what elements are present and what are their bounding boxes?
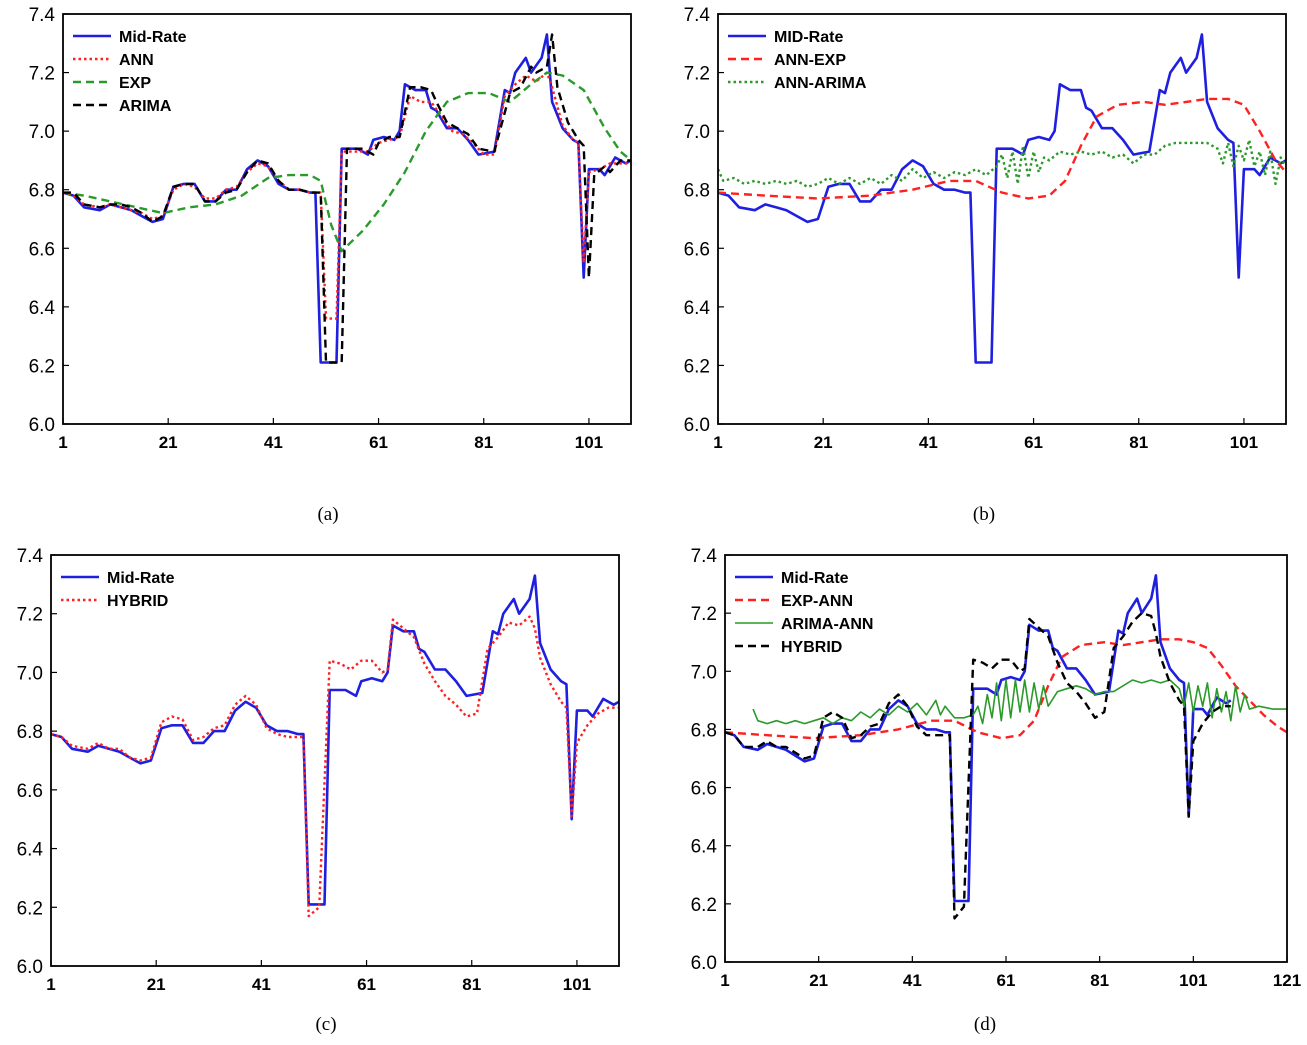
y-tick-label: 6.6 [691,779,717,800]
y-tick-label: 6.4 [684,298,711,319]
x-tick-label: 1 [58,433,67,452]
panel-caption: (d) [974,1014,996,1035]
series-line-exp [63,71,631,253]
series-line-ann-exp [718,97,1286,200]
x-tick-label: 21 [814,433,833,452]
x-tick-label: 21 [809,971,828,990]
y-tick-label: 6.6 [17,781,43,802]
y-tick-label: 6.2 [17,898,43,919]
y-tick-label: 7.0 [17,663,43,684]
x-tick-label: 41 [264,433,283,452]
y-tick-label: 6.4 [691,837,718,858]
x-tick-label: 1 [713,433,722,452]
legend-label: HYBRID [107,593,168,610]
plot-frame [50,554,620,967]
series-line-arima [63,33,631,364]
legend-label: ARIMA-ANN [781,616,873,633]
y-tick-label: 7.4 [691,546,718,567]
x-tick-label: 101 [575,433,603,452]
y-tick-label: 6.0 [684,415,710,436]
y-tick-label: 7.0 [691,662,717,683]
series-line-ann-arima [718,138,1286,188]
legend-label: ANN [119,52,154,69]
x-tick-label: 61 [369,433,388,452]
y-tick-label: 6.4 [17,840,44,861]
x-tick-label: 1 [46,975,55,994]
y-tick-label: 7.2 [29,64,55,85]
y-tick-label: 7.4 [29,5,56,26]
x-tick-label: 101 [563,975,591,994]
y-tick-label: 7.2 [17,605,43,626]
legend-label: MID-Rate [774,29,843,46]
legend-label: ARIMA [119,98,172,115]
x-tick-label: 41 [919,433,938,452]
y-tick-label: 7.0 [684,122,710,143]
x-tick-label: 101 [1179,971,1207,990]
x-tick-label: 21 [159,433,178,452]
chart-panel-1: 6.0 6.2 6.4 6.6 6.8 7.0 7.2 7.4 1 21 41 61 81 101 MID-… [684,5,1287,525]
x-tick-label: 81 [462,975,481,994]
x-tick-label: 61 [1024,433,1043,452]
x-tick-label: 41 [903,971,922,990]
plot-frame [717,13,1287,425]
y-tick-label: 6.6 [684,239,710,260]
legend-label: HYBRID [781,639,842,656]
y-tick-label: 7.2 [684,64,710,85]
legend-label: EXP-ANN [781,593,853,610]
chart-panel-2: 6.0 6.2 6.4 6.6 6.8 7.0 7.2 7.4 1 21 41 61 81 101 Mid-… [17,546,620,1035]
chart-panel-3: 6.06.26.46.66.87.07.27.41 21 41 61 81 101 121M… [691,546,1302,1035]
x-tick-label: 81 [474,433,493,452]
x-tick-label: 101 [1230,433,1258,452]
x-tick-label: 41 [252,975,271,994]
y-tick-label: 6.0 [29,415,55,436]
y-tick-label: 6.2 [29,356,55,377]
series-line-mid-rate [718,33,1286,364]
legend-label: ANN-EXP [774,52,846,69]
legend-label: Mid-Rate [781,570,849,587]
series-line-arima-ann [752,679,1287,725]
y-tick-label: 6.4 [29,298,56,319]
legend-label: Mid-Rate [119,29,187,46]
series-line-mid-rate [725,574,1232,903]
series-line-hybrid [51,615,619,918]
y-tick-label: 6.8 [691,720,717,741]
y-tick-label: 6.8 [17,722,43,743]
legend-label: EXP [119,75,151,92]
plot-frame [62,13,632,425]
plot-frame [724,554,1288,963]
series-line-hybrid [725,611,1231,920]
x-tick-label: 1 [720,971,729,990]
legend-label: Mid-Rate [107,570,175,587]
y-tick-label: 7.0 [29,122,55,143]
y-tick-label: 6.8 [29,181,55,202]
y-tick-label: 6.6 [29,239,55,260]
y-tick-label: 7.4 [17,546,44,567]
y-tick-label: 7.4 [684,5,711,26]
x-tick-label: 21 [147,975,166,994]
panel-caption: (a) [317,504,338,525]
panel-caption: (c) [315,1014,336,1035]
y-tick-label: 6.0 [17,957,43,978]
x-tick-label: 61 [997,971,1016,990]
legend-label: ANN-ARIMA [774,75,867,92]
series-line-mid-rate [51,574,619,906]
x-tick-label: 61 [357,975,376,994]
x-tick-label: 121 [1273,971,1301,990]
y-tick-label: 6.2 [691,895,717,916]
x-tick-label: 81 [1129,433,1148,452]
series-line-exp-ann [725,638,1287,740]
y-tick-label: 6.0 [691,953,717,974]
y-tick-label: 7.2 [691,604,717,625]
y-tick-label: 6.8 [684,181,710,202]
x-tick-label: 81 [1090,971,1109,990]
y-tick-label: 6.2 [684,356,710,377]
panel-caption: (b) [973,504,995,525]
chart-panel-0: 6.0 6.2 6.4 6.6 6.8 7.0 7.2 7.4 1 21 41 61 81 101 Mid-… [29,5,632,525]
